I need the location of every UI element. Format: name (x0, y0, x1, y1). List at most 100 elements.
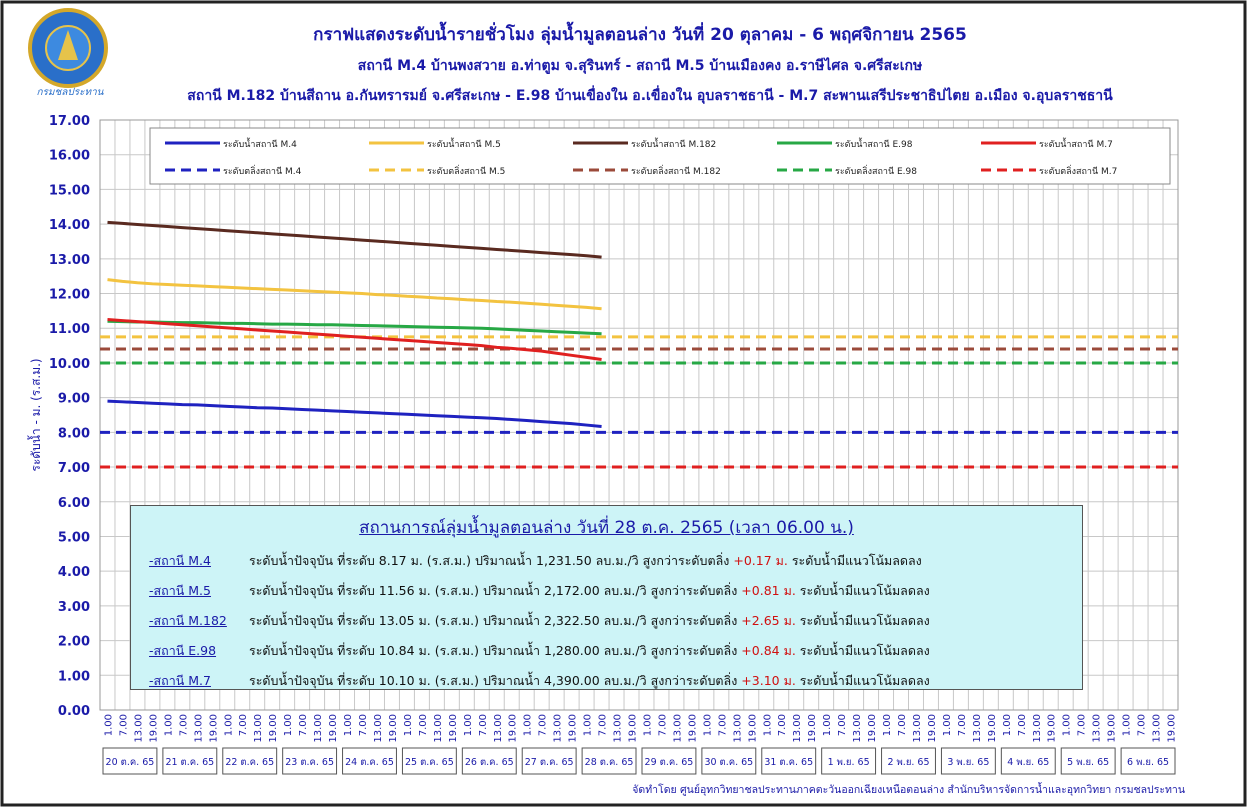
x-tick-label: 13.00 (133, 714, 144, 743)
day-label: 29 ต.ค. 65 (645, 757, 694, 768)
legend-label: ระดับตลิ่งสถานี E.98 (835, 164, 917, 177)
x-tick-label: 1.00 (583, 714, 594, 736)
trend-text: ระดับน้ำมีแนวโน้มลดลง (791, 553, 922, 568)
x-tick-label: 1.00 (1122, 714, 1133, 736)
day-label: 24 ต.ค. 65 (345, 757, 394, 768)
x-tick-label: 19.00 (328, 714, 339, 743)
y-tick-label: 14.00 (49, 218, 90, 233)
x-tick-label: 7.00 (717, 714, 728, 736)
x-tick-label: 13.00 (972, 714, 983, 743)
chart-title: กราฟแสดงระดับน้ำรายชั่วโมง ลุ่มน้ำมูลตอน… (313, 21, 967, 46)
day-label: 3 พ.ย. 65 (947, 757, 989, 768)
day-box (641, 747, 697, 775)
series-line (107, 318, 602, 361)
y-tick-label: 1.00 (58, 669, 90, 684)
day-label: 23 ต.ค. 65 (285, 757, 334, 768)
day-box (282, 747, 338, 775)
summary-row: -สถานี M.7 ระดับน้ำปัจจุบัน ที่ระดับ 10.1… (149, 671, 1082, 691)
day-box (821, 747, 877, 775)
day-box (1000, 747, 1056, 775)
y-tick-label: 10.00 (49, 357, 90, 372)
x-tick-label: 7.00 (1077, 714, 1088, 736)
x-tick-label: 13.00 (493, 714, 504, 743)
x-tick-label: 7.00 (598, 714, 609, 736)
y-tick-label: 3.00 (58, 600, 90, 615)
x-tick-label: 19.00 (208, 714, 219, 743)
day-box (940, 747, 996, 775)
x-tick-label: 19.00 (1107, 714, 1118, 743)
day-box (461, 747, 517, 775)
x-tick-label: 7.00 (538, 714, 549, 736)
x-tick-label: 19.00 (687, 714, 698, 743)
x-tick-label: 19.00 (867, 714, 878, 743)
diff-text: +0.81 ม. (741, 583, 796, 598)
day-box (1120, 747, 1176, 775)
x-tick-label: 13.00 (792, 714, 803, 743)
y-tick-label: 4.00 (58, 565, 90, 580)
x-tick-label: 19.00 (747, 714, 758, 743)
day-box (401, 747, 457, 775)
x-tick-label: 1.00 (343, 714, 354, 736)
x-tick-label: 1.00 (702, 714, 713, 736)
x-tick-label: 7.00 (358, 714, 369, 736)
x-tick-label: 13.00 (433, 714, 444, 743)
diff-text: +3.10 ม. (741, 673, 796, 688)
x-tick-label: 13.00 (732, 714, 743, 743)
trend-text: ระดับน้ำมีแนวโน้มลดลง (799, 613, 930, 628)
x-tick-label: 19.00 (508, 714, 519, 743)
day-label: 4 พ.ย. 65 (1007, 757, 1049, 768)
day-box (761, 747, 817, 775)
day-box (521, 747, 577, 775)
x-tick-label: 19.00 (448, 714, 459, 743)
day-box (162, 747, 218, 775)
day-label: 1 พ.ย. 65 (828, 757, 870, 768)
summary-row: -สถานี M.4 ระดับน้ำปัจจุบัน ที่ระดับ 8.17… (149, 551, 1082, 571)
y-tick-label: 15.00 (49, 183, 90, 198)
x-tick-label: 13.00 (912, 714, 923, 743)
x-tick-label: 1.00 (223, 714, 234, 736)
x-tick-label: 1.00 (1062, 714, 1073, 736)
x-tick-label: 13.00 (613, 714, 624, 743)
summary-title: สถานการณ์ลุ่มน้ำมูลตอนล่าง วันที่ 28 ต.ค… (359, 518, 854, 538)
x-tick-label: 13.00 (313, 714, 324, 743)
summary-row: -สถานี M.5 ระดับน้ำปัจจุบัน ที่ระดับ 11.5… (149, 581, 1082, 601)
level-text: ระดับน้ำปัจจุบัน ที่ระดับ 10.10 ม. (ร.ส.… (249, 673, 738, 688)
x-tick-label: 1.00 (103, 714, 114, 736)
y-axis-label: ระดับน้ำ - ม. (ร.ส.ม.) (27, 358, 43, 471)
logo-text: กรมชลประทาน (36, 87, 104, 98)
x-tick-label: 13.00 (253, 714, 264, 743)
day-label: 22 ต.ค. 65 (225, 757, 274, 768)
level-text: ระดับน้ำปัจจุบัน ที่ระดับ 11.56 ม. (ร.ส.… (249, 583, 738, 598)
day-label: 28 ต.ค. 65 (585, 757, 634, 768)
x-tick-label: 1.00 (283, 714, 294, 736)
x-tick-label: 1.00 (463, 714, 474, 736)
x-tick-label: 1.00 (942, 714, 953, 736)
station-link: -สถานี M.5 (149, 583, 211, 598)
x-tick-label: 7.00 (657, 714, 668, 736)
x-tick-label: 7.00 (1017, 714, 1028, 736)
summary-row: -สถานี E.98 ระดับน้ำปัจจุบัน ที่ระดับ 10.… (149, 641, 1082, 661)
chart-subtitle: สถานี M.4 บ้านพงสวาย อ.ท่าตูม จ.สุรินทร์… (358, 56, 922, 74)
x-tick-label: 7.00 (897, 714, 908, 736)
x-tick-label: 19.00 (568, 714, 579, 743)
day-label: 31 ต.ค. 65 (764, 757, 813, 768)
x-tick-label: 19.00 (628, 714, 639, 743)
day-box (581, 747, 637, 775)
x-tick-label: 1.00 (523, 714, 534, 736)
x-tick-label: 13.00 (852, 714, 863, 743)
y-tick-label: 7.00 (58, 461, 90, 476)
station-link: -สถานี M.7 (149, 673, 211, 688)
day-box (342, 747, 397, 775)
day-label: 6 พ.ย. 65 (1127, 757, 1169, 768)
x-tick-label: 19.00 (148, 714, 159, 743)
level-text: ระดับน้ำปัจจุบัน ที่ระดับ 10.84 ม. (ร.ส.… (249, 643, 738, 658)
trend-text: ระดับน้ำมีแนวโน้มลดลง (799, 643, 930, 658)
x-tick-label: 7.00 (478, 714, 489, 736)
level-text: ระดับน้ำปัจจุบัน ที่ระดับ 8.17 ม. (ร.ส.ม… (249, 553, 730, 568)
diff-text: +0.17 ม. (733, 553, 788, 568)
x-tick-label: 7.00 (118, 714, 129, 736)
x-tick-label: 19.00 (927, 714, 938, 743)
y-tick-label: 12.00 (49, 288, 90, 303)
footer: จัดทำโดย ศูนย์อุทกวิทยาชลประทานภาคตะวันอ… (632, 782, 1185, 796)
summary-row: -สถานี M.182 ระดับน้ำปัจจุบัน ที่ระดับ 13… (149, 611, 1082, 631)
